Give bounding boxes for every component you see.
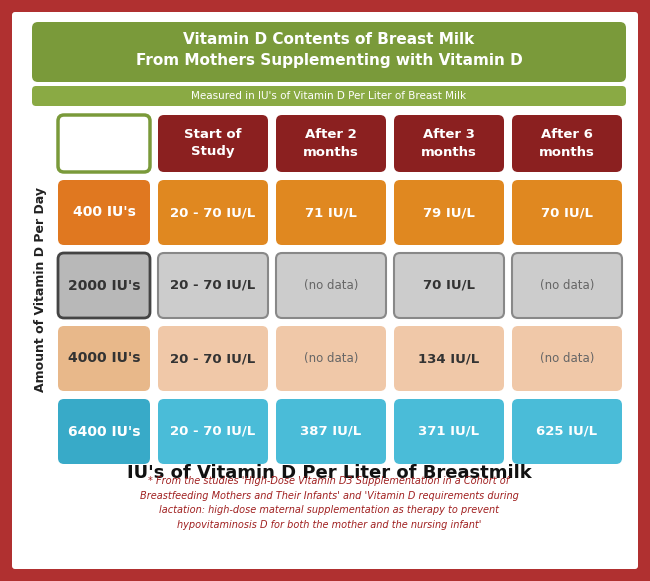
FancyBboxPatch shape	[276, 180, 386, 245]
FancyBboxPatch shape	[512, 399, 622, 464]
FancyBboxPatch shape	[58, 326, 150, 391]
Text: (no data): (no data)	[540, 352, 594, 365]
Text: (no data): (no data)	[540, 279, 594, 292]
FancyBboxPatch shape	[58, 399, 150, 464]
Text: 70 IU/L: 70 IU/L	[541, 206, 593, 219]
Text: 20 - 70 IU/L: 20 - 70 IU/L	[170, 279, 255, 292]
Text: After 2
months: After 2 months	[303, 128, 359, 159]
FancyBboxPatch shape	[32, 22, 626, 82]
FancyBboxPatch shape	[394, 399, 504, 464]
Text: (no data): (no data)	[304, 279, 358, 292]
FancyBboxPatch shape	[394, 115, 504, 172]
FancyBboxPatch shape	[276, 115, 386, 172]
FancyBboxPatch shape	[512, 253, 622, 318]
FancyBboxPatch shape	[394, 326, 504, 391]
Text: 70 IU/L: 70 IU/L	[423, 279, 475, 292]
FancyBboxPatch shape	[58, 180, 150, 245]
FancyBboxPatch shape	[158, 180, 268, 245]
FancyBboxPatch shape	[512, 115, 622, 172]
FancyBboxPatch shape	[512, 180, 622, 245]
Text: 625 IU/L: 625 IU/L	[536, 425, 597, 438]
Text: 400 IU's: 400 IU's	[73, 206, 135, 220]
Text: (no data): (no data)	[304, 352, 358, 365]
FancyBboxPatch shape	[158, 115, 268, 172]
FancyBboxPatch shape	[276, 253, 386, 318]
Text: Measured in IU's of Vitamin D Per Liter of Breast Milk: Measured in IU's of Vitamin D Per Liter …	[192, 91, 467, 101]
Text: 134 IU/L: 134 IU/L	[419, 352, 480, 365]
Text: Start of
Study: Start of Study	[184, 128, 242, 159]
Text: 387 IU/L: 387 IU/L	[300, 425, 361, 438]
Text: 2000 IU's: 2000 IU's	[68, 278, 140, 292]
FancyBboxPatch shape	[394, 253, 504, 318]
FancyBboxPatch shape	[158, 253, 268, 318]
Text: 71 IU/L: 71 IU/L	[305, 206, 357, 219]
FancyBboxPatch shape	[58, 253, 150, 318]
Text: 20 - 70 IU/L: 20 - 70 IU/L	[170, 352, 255, 365]
FancyBboxPatch shape	[276, 326, 386, 391]
Text: 371 IU/L: 371 IU/L	[419, 425, 480, 438]
FancyBboxPatch shape	[276, 399, 386, 464]
FancyBboxPatch shape	[158, 326, 268, 391]
FancyBboxPatch shape	[512, 326, 622, 391]
Text: 4000 IU's: 4000 IU's	[68, 352, 140, 365]
Text: After 6
months: After 6 months	[539, 128, 595, 159]
Text: After 3
months: After 3 months	[421, 128, 477, 159]
Text: * From the studies 'High-Dose Vitamin D3 Supplementation in a Cohort of
Breastfe: * From the studies 'High-Dose Vitamin D3…	[140, 476, 519, 530]
FancyBboxPatch shape	[58, 115, 150, 172]
FancyBboxPatch shape	[158, 399, 268, 464]
FancyBboxPatch shape	[12, 12, 638, 569]
Text: IU's of Vitamin D Per Liter of Breastmilk: IU's of Vitamin D Per Liter of Breastmil…	[127, 464, 532, 482]
Text: 6400 IU's: 6400 IU's	[68, 425, 140, 439]
FancyBboxPatch shape	[32, 86, 626, 106]
Text: 79 IU/L: 79 IU/L	[423, 206, 475, 219]
Text: 20 - 70 IU/L: 20 - 70 IU/L	[170, 206, 255, 219]
Text: Vitamin D Contents of Breast Milk
From Mothers Supplementing with Vitamin D: Vitamin D Contents of Breast Milk From M…	[136, 32, 523, 68]
Text: Amount of Vitamin D Per Day: Amount of Vitamin D Per Day	[34, 187, 47, 392]
FancyBboxPatch shape	[394, 180, 504, 245]
Text: 20 - 70 IU/L: 20 - 70 IU/L	[170, 425, 255, 438]
